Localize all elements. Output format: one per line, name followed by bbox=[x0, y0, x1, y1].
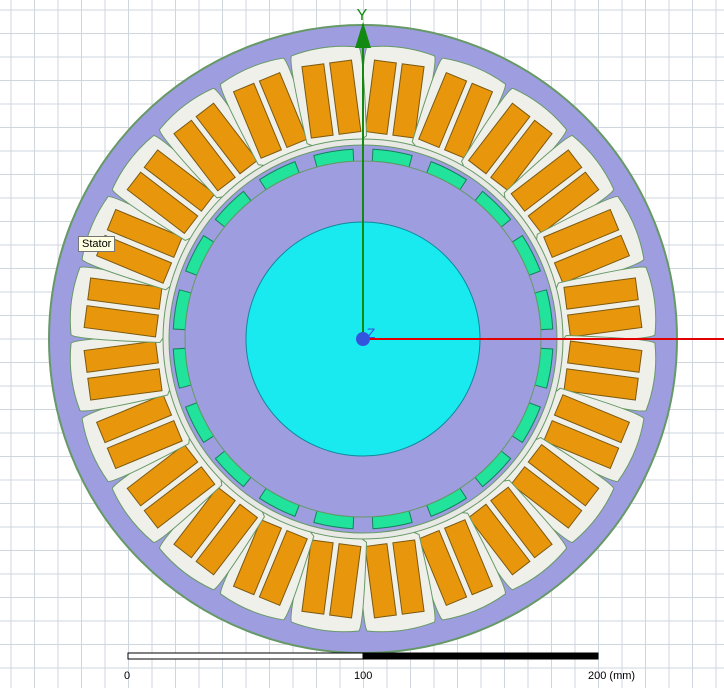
scale-label-100: 100 bbox=[354, 670, 373, 682]
origin-marker bbox=[356, 332, 370, 346]
coil-bar bbox=[301, 539, 334, 615]
coil-bar bbox=[392, 539, 425, 615]
coil-bar bbox=[232, 519, 283, 596]
coil-bar bbox=[106, 208, 183, 259]
coil-bar bbox=[467, 503, 531, 576]
coil-bar bbox=[106, 419, 183, 470]
coil-bar bbox=[232, 82, 283, 159]
coil-bar bbox=[510, 149, 583, 212]
coil-bar bbox=[567, 305, 643, 338]
coil-bar bbox=[443, 82, 494, 159]
coil-bar bbox=[126, 443, 199, 507]
stator-slot bbox=[158, 87, 266, 199]
y-axis-label: Y bbox=[357, 7, 368, 24]
scale-bar bbox=[127, 652, 599, 660]
stator-slot bbox=[69, 266, 181, 344]
stator-slot bbox=[158, 479, 266, 591]
coil-bar bbox=[364, 59, 397, 135]
coil-bar bbox=[301, 63, 334, 139]
scale-bar-black-segment bbox=[362, 652, 599, 660]
coil-bar bbox=[418, 529, 468, 607]
stator-slot bbox=[81, 387, 194, 482]
coil-bar bbox=[443, 519, 494, 596]
coil-bar bbox=[392, 63, 425, 139]
scale-bar-white-segment bbox=[127, 652, 364, 660]
stator-slot bbox=[545, 266, 657, 344]
coil-bar bbox=[543, 419, 620, 470]
coil-bar bbox=[563, 277, 639, 310]
stator-slot bbox=[290, 45, 368, 157]
stator-slot bbox=[358, 521, 436, 633]
coil-bar bbox=[563, 368, 639, 401]
stator-slot bbox=[290, 521, 368, 633]
coil-bar bbox=[173, 119, 236, 192]
scale-label-0: 0 bbox=[124, 670, 131, 682]
stator-slot bbox=[460, 479, 568, 591]
coil-bar bbox=[543, 208, 620, 259]
coil-bar bbox=[467, 102, 531, 175]
coil-bar bbox=[527, 443, 600, 507]
stator-slot bbox=[69, 334, 181, 412]
coil-bar bbox=[527, 171, 600, 235]
coil-bar bbox=[553, 234, 631, 284]
scale-label-200: 200 (mm) bbox=[588, 670, 636, 682]
y-axis-arrowhead bbox=[355, 22, 371, 48]
coil-bar bbox=[329, 59, 362, 135]
coil-bar bbox=[83, 305, 159, 338]
stator-slot bbox=[503, 134, 615, 242]
coil-bar bbox=[510, 466, 583, 529]
stator-slot bbox=[532, 196, 645, 291]
coil-bar bbox=[490, 119, 553, 192]
coil-bar bbox=[258, 71, 308, 149]
coil-bar bbox=[364, 543, 397, 619]
coil-bar bbox=[173, 486, 236, 559]
stator-slot bbox=[358, 45, 436, 157]
coil-bar bbox=[83, 340, 159, 373]
coil-bar bbox=[143, 466, 216, 529]
coil-bar bbox=[567, 340, 643, 373]
coil-bar bbox=[195, 102, 259, 175]
stator-slot bbox=[532, 387, 645, 482]
coil-bar bbox=[143, 149, 216, 212]
stator-slot bbox=[111, 436, 223, 544]
coil-bar bbox=[418, 71, 468, 149]
coil-bar bbox=[553, 394, 631, 444]
coil-bar bbox=[195, 503, 259, 576]
coil-bar bbox=[329, 543, 362, 619]
coil-bar bbox=[126, 171, 199, 235]
coordinate-axes: Y Z bbox=[355, 7, 724, 346]
coil-bar bbox=[490, 486, 553, 559]
stator-slot bbox=[111, 134, 223, 242]
z-axis-label: Z bbox=[367, 325, 376, 341]
coil-bar bbox=[87, 277, 163, 310]
coil-bar bbox=[258, 529, 308, 607]
coil-bar bbox=[87, 368, 163, 401]
coil-bar bbox=[95, 394, 173, 444]
object-tooltip: Stator bbox=[78, 236, 116, 252]
